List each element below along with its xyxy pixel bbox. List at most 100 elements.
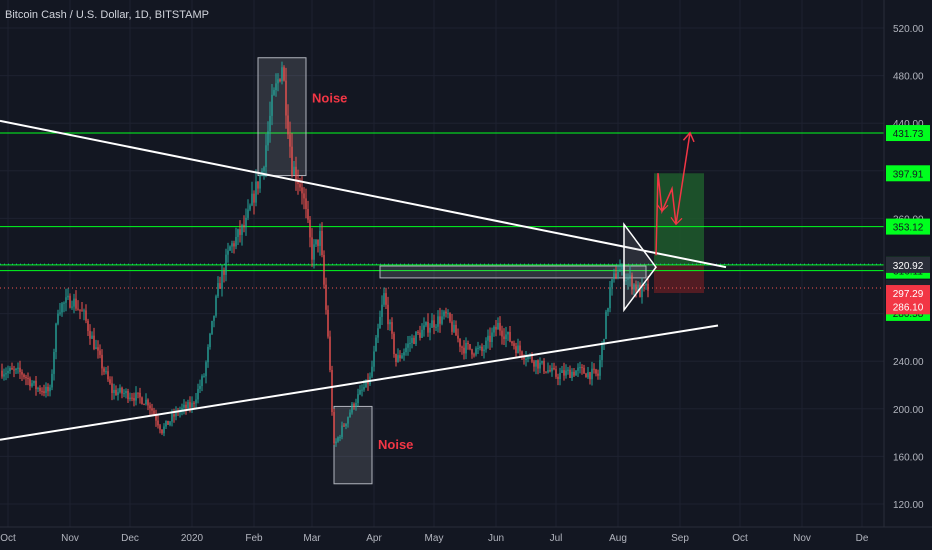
candle-body xyxy=(147,399,149,406)
candle-body xyxy=(247,209,249,218)
candle-body xyxy=(433,320,435,328)
candle-body xyxy=(125,390,127,394)
candle-body xyxy=(539,362,541,369)
candle-body xyxy=(73,298,75,307)
candle-body xyxy=(333,412,335,444)
candle-body xyxy=(519,345,521,352)
candle-body xyxy=(637,284,639,292)
candle-body xyxy=(507,331,509,335)
candle-body xyxy=(377,328,379,338)
level-price-text: 397.91 xyxy=(893,169,924,180)
candle-body xyxy=(217,283,219,297)
candle-body xyxy=(487,335,489,341)
level-price-text: 431.73 xyxy=(893,129,924,140)
candle-body xyxy=(223,271,225,275)
candle-body xyxy=(549,370,551,372)
candle-body xyxy=(295,166,297,181)
candle-body xyxy=(391,322,393,334)
candle-body xyxy=(317,239,319,246)
candle-body xyxy=(199,386,201,389)
candle-body xyxy=(47,386,49,392)
candle-body xyxy=(601,344,603,361)
candle-body xyxy=(181,407,183,411)
candle-body xyxy=(327,309,329,337)
candle-body xyxy=(29,378,31,387)
candle-body xyxy=(83,310,85,312)
candle-body xyxy=(51,373,53,388)
level-price-text: 280.58 xyxy=(893,309,924,320)
candle-body xyxy=(611,279,613,288)
candle-body xyxy=(39,387,41,392)
noise-label: Noise xyxy=(378,437,413,452)
candle-body xyxy=(563,370,565,376)
candle-body xyxy=(597,373,599,376)
price-tag-text: 297.29 xyxy=(893,289,924,300)
candle-body xyxy=(65,297,67,303)
candle-body xyxy=(559,372,561,380)
candle-body xyxy=(173,414,175,417)
candle-body xyxy=(229,246,231,251)
candle-body xyxy=(423,325,425,330)
candle-body xyxy=(437,316,439,327)
price-tag-text: 320.92 xyxy=(893,261,924,272)
candle-body xyxy=(387,304,389,325)
x-tick-label: Apr xyxy=(366,533,382,544)
candle-body xyxy=(253,193,255,203)
candle-body xyxy=(1,370,3,377)
candle-body xyxy=(323,255,325,285)
candle-body xyxy=(359,390,361,395)
candle-body xyxy=(485,340,487,350)
candle-body xyxy=(7,370,9,374)
candle-body xyxy=(149,405,151,409)
candle-body xyxy=(545,371,547,373)
candle-body xyxy=(55,323,57,353)
candle-body xyxy=(103,368,105,372)
candle-body xyxy=(417,332,419,334)
candle-body xyxy=(59,312,61,314)
candle-body xyxy=(575,370,577,376)
candle-body xyxy=(301,187,303,194)
candle-body xyxy=(145,399,147,405)
candle-body xyxy=(273,90,275,95)
trendline xyxy=(0,119,727,269)
candle-body xyxy=(439,316,441,324)
candle-body xyxy=(237,229,239,238)
candle-body xyxy=(15,368,17,371)
candle-body xyxy=(285,80,287,116)
candle-body xyxy=(243,224,245,228)
candle-body xyxy=(297,180,299,185)
candle-body xyxy=(525,358,527,360)
candle-body xyxy=(115,389,117,395)
candle-body xyxy=(625,279,627,282)
candle-body xyxy=(561,370,563,373)
candle-body xyxy=(157,420,159,426)
candle-body xyxy=(309,219,311,238)
candle-body xyxy=(259,175,261,189)
candle-body xyxy=(201,376,203,387)
candle-body xyxy=(399,355,401,359)
candle-body xyxy=(85,310,87,321)
candle-body xyxy=(319,230,321,246)
candle-body xyxy=(245,217,247,228)
candle-body xyxy=(521,351,523,357)
candle-body xyxy=(429,327,431,333)
candle-body xyxy=(593,368,595,370)
candle-body xyxy=(427,322,429,333)
candle-body xyxy=(219,283,221,289)
candle-body xyxy=(299,184,301,188)
candle-body xyxy=(505,334,507,340)
x-tick-label: Aug xyxy=(609,533,627,544)
candle-body xyxy=(195,399,197,404)
candle-body xyxy=(405,347,407,353)
candle-body xyxy=(141,397,143,405)
candle-body xyxy=(523,356,525,360)
price-tag xyxy=(886,298,930,315)
candle-body xyxy=(409,342,411,344)
candle-body xyxy=(311,237,313,260)
candle-body xyxy=(313,244,315,260)
candle-body xyxy=(151,408,153,411)
candle-body xyxy=(321,230,323,256)
candle-body xyxy=(189,402,191,408)
candle-body xyxy=(215,296,217,316)
